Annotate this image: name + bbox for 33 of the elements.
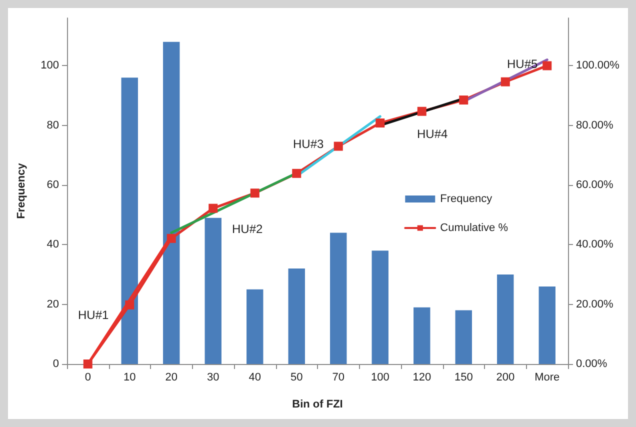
x-tick-label: 20 [165, 372, 178, 384]
y2-tick-label: 0.00% [576, 358, 608, 370]
annotation: HU#3 [293, 137, 324, 151]
x-tick-label: 100 [370, 372, 390, 384]
annotation: HU#1 [78, 308, 109, 322]
y2-tick-label: 40.00% [576, 238, 614, 251]
y2-tick-label: 60.00% [576, 179, 614, 192]
y-tick-label: 80 [46, 119, 59, 132]
x-tick-label: 200 [496, 372, 515, 384]
y2-tick-label: 100.00% [576, 60, 620, 72]
x-tick-label: 10 [124, 372, 136, 384]
y2-tick-label: 80.00% [576, 119, 614, 132]
y-axis-title: Frequency [16, 162, 28, 219]
y-tick-label: 20 [46, 298, 59, 310]
x-tick-label: 120 [412, 372, 432, 384]
x-axis-title: Bin of FZI [292, 398, 343, 410]
y-tick-label: 100 [40, 60, 59, 72]
y-tick-label: 0 [52, 358, 59, 370]
legend-label: Cumulative % [440, 222, 508, 234]
x-tick-label: 30 [207, 372, 220, 384]
y2-tick-label: 20.00% [576, 298, 614, 310]
x-tick-label: More [534, 372, 560, 384]
annotation: HU#4 [417, 127, 448, 141]
legend-label: Frequency [440, 193, 493, 205]
x-tick-label: 50 [290, 372, 303, 384]
y-tick-label: 60 [46, 179, 59, 192]
x-tick-label: 40 [248, 372, 261, 384]
y-tick-label: 40 [46, 238, 59, 251]
annotation: HU#2 [232, 222, 263, 236]
x-tick-label: 150 [454, 372, 473, 384]
x-tick-label: 0 [84, 372, 91, 384]
x-tick-label: 70 [332, 372, 344, 384]
annotation: HU#5 [507, 57, 538, 71]
